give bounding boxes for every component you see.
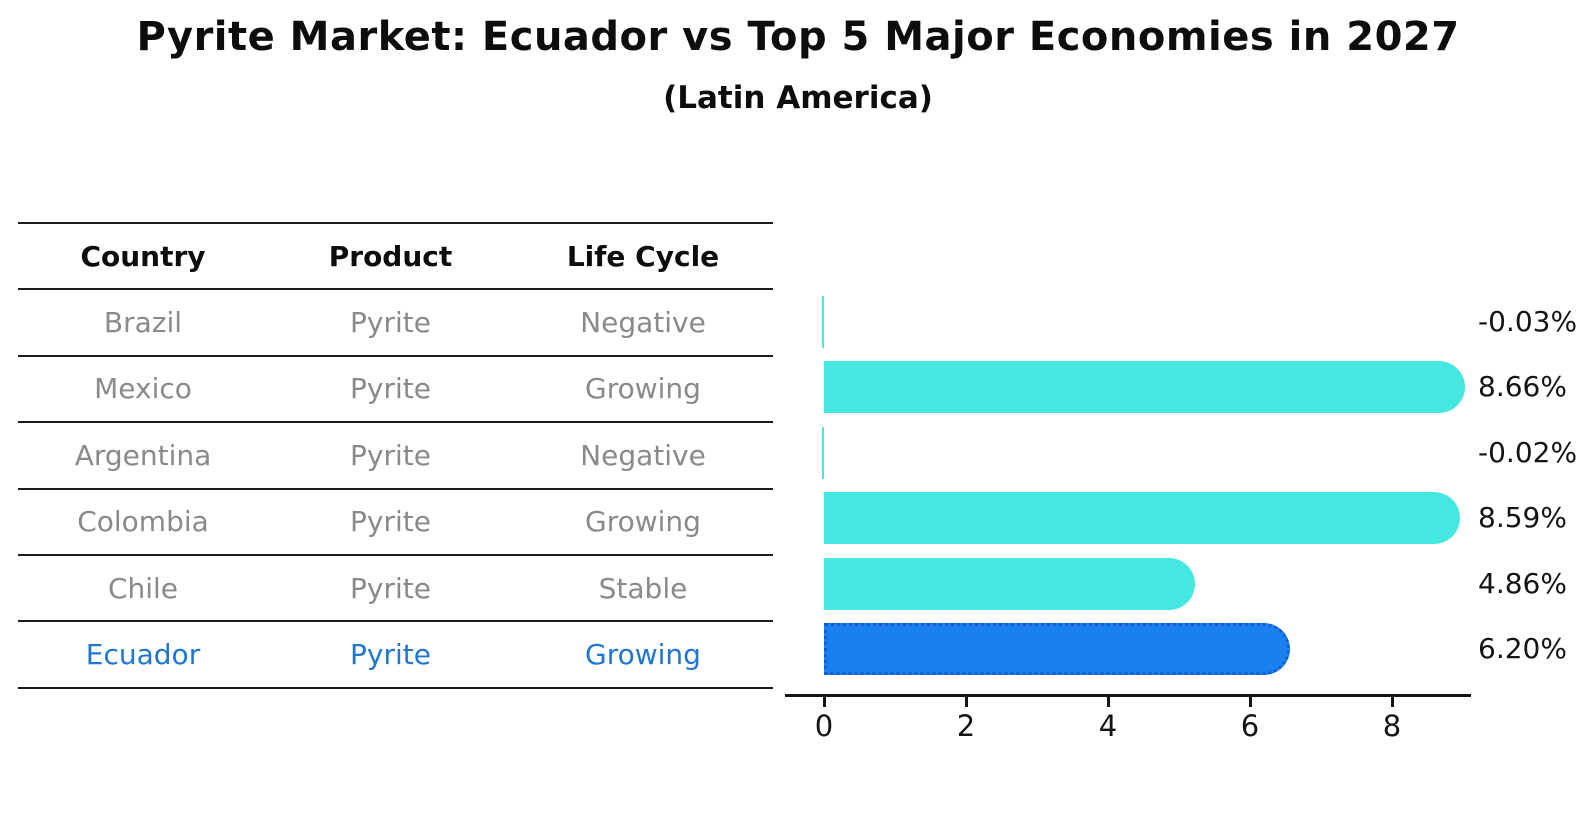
x-axis-tick-label: 0 bbox=[814, 709, 834, 743]
lifecycle-cell: Growing bbox=[585, 372, 701, 406]
chart-subtitle: (Latin America) bbox=[663, 80, 933, 116]
bar-ecuador bbox=[824, 623, 1291, 675]
product-cell: Pyrite bbox=[350, 505, 431, 539]
country-cell: Mexico bbox=[94, 372, 192, 406]
value-label-chile: 4.86% bbox=[1478, 566, 1567, 600]
value-label-argentina: -0.02% bbox=[1478, 435, 1578, 469]
table-body: Brazil Pyrite Negative Mexico Pyrite Gro… bbox=[18, 290, 773, 689]
x-axis-tick-label: 8 bbox=[1382, 709, 1402, 743]
table-row: Ecuador Pyrite Growing bbox=[18, 622, 773, 689]
x-axis-tick bbox=[1106, 697, 1110, 707]
bar-argentina bbox=[822, 426, 824, 479]
product-cell: Pyrite bbox=[350, 372, 431, 406]
bar-colombia bbox=[824, 492, 1460, 545]
lifecycle-cell: Negative bbox=[580, 306, 706, 340]
table-row: Brazil Pyrite Negative bbox=[18, 290, 773, 357]
value-label-brazil: -0.03% bbox=[1478, 305, 1578, 338]
table-row: Mexico Pyrite Growing bbox=[18, 357, 773, 424]
table-row: Argentina Pyrite Negative bbox=[18, 423, 773, 490]
value-label-colombia: 8.59% bbox=[1478, 501, 1567, 535]
lifecycle-cell: Growing bbox=[585, 505, 701, 539]
table-row: Colombia Pyrite Growing bbox=[18, 490, 773, 556]
bar-brazil bbox=[821, 296, 824, 348]
bar-mexico bbox=[824, 361, 1465, 414]
x-axis-tick bbox=[1390, 697, 1394, 707]
comparison-table: Country Product Life Cycle Brazil Pyrite… bbox=[18, 222, 773, 689]
x-axis-line bbox=[785, 694, 1471, 697]
table-header-row: Country Product Life Cycle bbox=[18, 224, 773, 291]
lifecycle-cell: Growing bbox=[585, 638, 701, 672]
product-cell: Pyrite bbox=[350, 438, 431, 472]
x-axis-tick bbox=[822, 697, 826, 707]
country-column-header: Country bbox=[80, 239, 206, 273]
table-row: Chile Pyrite Stable bbox=[18, 556, 773, 623]
country-cell: Argentina bbox=[74, 438, 212, 472]
x-axis-tick-label: 4 bbox=[1098, 709, 1118, 743]
value-label-mexico: 8.66% bbox=[1478, 370, 1567, 404]
value-label-ecuador: 6.20% bbox=[1478, 632, 1567, 665]
chart-title: Pyrite Market: Ecuador vs Top 5 Major Ec… bbox=[136, 14, 1460, 60]
country-cell: Colombia bbox=[77, 505, 209, 539]
x-axis-tick bbox=[1248, 697, 1252, 707]
bar-chile bbox=[824, 557, 1196, 610]
lifecycle-cell: Negative bbox=[580, 438, 706, 472]
lifecycle-cell: Stable bbox=[598, 571, 688, 605]
product-cell: Pyrite bbox=[350, 571, 431, 605]
x-axis-tick-label: 6 bbox=[1240, 709, 1260, 743]
product-cell: Pyrite bbox=[350, 306, 431, 340]
product-cell: Pyrite bbox=[350, 638, 431, 672]
x-axis-tick bbox=[964, 697, 968, 707]
x-axis-tick-label: 2 bbox=[956, 709, 976, 743]
lifecycle-column-header: Life Cycle bbox=[566, 239, 720, 273]
product-column-header: Product bbox=[328, 239, 453, 273]
country-cell: Chile bbox=[107, 571, 179, 605]
country-cell: Ecuador bbox=[85, 638, 201, 672]
country-cell: Brazil bbox=[103, 306, 183, 340]
